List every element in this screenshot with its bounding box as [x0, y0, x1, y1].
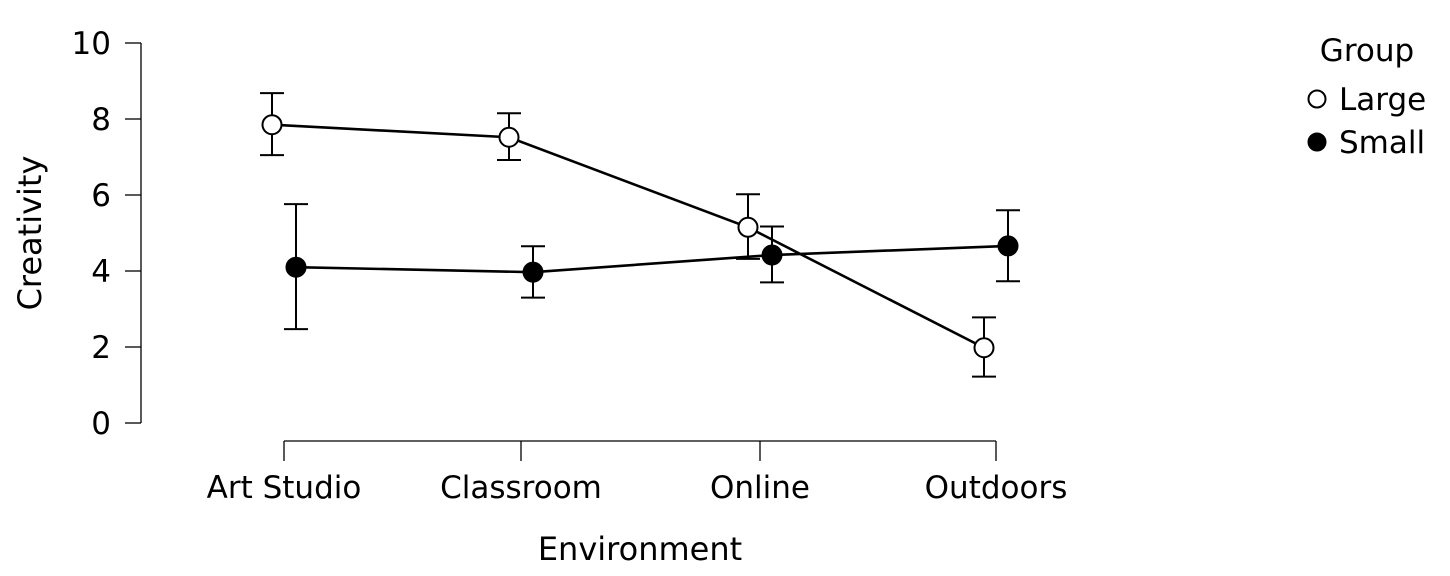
series-small	[284, 203, 1020, 331]
y-tick-label: 10	[72, 26, 111, 62]
x-axis: Art Studio Classroom Online Outdoors	[207, 440, 1068, 506]
data-point	[261, 114, 283, 136]
plot-area	[260, 92, 1020, 378]
series-line	[295, 244, 1009, 274]
legend-title: Group	[1320, 33, 1414, 69]
legend: Group Large Small	[1307, 33, 1426, 161]
y-tick-label: 0	[91, 406, 111, 442]
data-point	[285, 256, 307, 278]
x-tick-label: Outdoors	[925, 470, 1068, 506]
data-point	[498, 126, 520, 148]
y-axis: 0 2 4 6 8 10	[72, 26, 142, 442]
data-point	[737, 216, 759, 238]
x-tick-label: Classroom	[440, 470, 602, 506]
series-line	[271, 123, 985, 349]
legend-marker-large	[1307, 89, 1327, 109]
x-axis-label: Environment	[538, 530, 742, 568]
series-large	[260, 92, 996, 378]
data-point	[973, 337, 995, 359]
x-tick-label: Art Studio	[207, 470, 362, 506]
y-axis-label: Creativity	[11, 156, 49, 311]
data-point	[761, 244, 783, 266]
legend-label-large: Large	[1339, 82, 1426, 118]
legend-marker-small	[1307, 132, 1327, 152]
y-tick-label: 8	[91, 102, 111, 138]
data-point	[522, 261, 544, 283]
data-point	[997, 235, 1019, 257]
y-tick-label: 4	[91, 254, 111, 290]
y-tick-label: 6	[91, 178, 111, 214]
x-tick-label: Online	[710, 470, 810, 506]
y-tick-label: 2	[91, 330, 111, 366]
legend-label-small: Small	[1339, 125, 1425, 161]
